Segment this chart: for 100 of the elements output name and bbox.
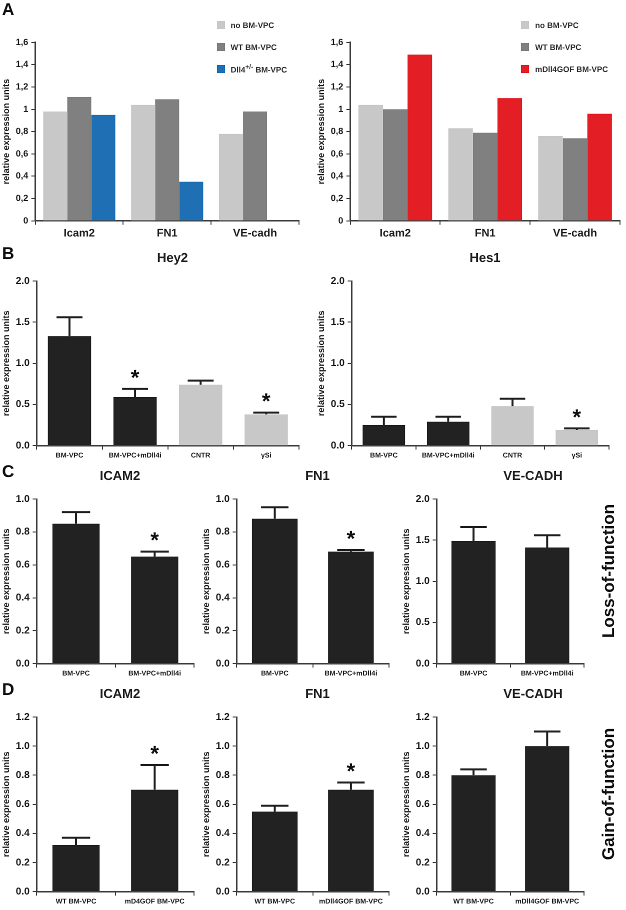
y-tick-label: 0.5 [330,399,346,410]
y-tick-label: 0.0 [16,886,30,898]
y-tick-label: 0.6 [216,560,230,571]
y-tick-label: 1.0 [16,494,30,505]
legend-label: WT BM-VPC [535,42,582,52]
bar [556,430,598,446]
y-tick-label: 1.0 [16,740,30,752]
y-tick-label: 1,6 [330,36,344,47]
text: Loss-of-function [599,504,619,638]
y-tick-label: 1.5 [16,316,30,328]
y-tick-label: 0.2 [16,857,30,868]
y-tick-label: 1.0 [216,740,230,752]
bar [179,384,222,446]
bar [179,182,204,220]
y-tick-label: 0.5 [16,399,30,410]
y-tick-label: 2.0 [16,276,30,287]
y-tick-label: 0.4 [16,828,30,840]
y-axis-title: relative expression units [0,310,11,416]
y-tick-label: 0.8 [216,526,230,538]
text: A [2,0,14,20]
bar [408,54,432,220]
y-axis-title: relative expression units [400,528,411,634]
y-tick-label: 0.8 [216,770,230,781]
bar [244,414,288,446]
y-tick-label: 1.0 [416,576,430,588]
legend-label: WT BM-VPC [230,42,277,52]
y-tick-label: 0.8 [16,526,30,538]
y-tick-label: 1.5 [416,534,430,546]
annotation: * [346,526,356,552]
y-axis-title: relative expression units [400,752,411,858]
bar [219,134,244,220]
y-tick-label: 1.5 [330,316,346,328]
y-tick-label: 0.6 [16,799,30,810]
text: B [2,244,14,264]
y-tick-label: 0 [23,215,28,226]
y-tick-label: 0,6 [16,148,28,158]
y-tick-label: 0.8 [16,770,30,781]
y-tick-label: 0.4 [216,592,230,604]
y-tick-label: 0,8 [330,126,344,136]
y-tick-label: 1,4 [330,59,344,70]
y-tick-label: 2.0 [330,276,346,287]
y-tick-label: 0.6 [16,560,30,571]
bar [587,114,612,220]
y-axis-title: relative expression units [316,78,326,184]
y-tick-label: 1.2 [216,712,230,723]
y-tick-label: 2.0 [416,494,430,505]
bar [358,104,383,220]
annotation: * [150,741,160,766]
y-tick-label: 1.2 [416,712,430,723]
y-tick-label: 0.0 [216,886,230,898]
bar [497,98,522,220]
y-tick-label: 0.6 [416,799,430,810]
annotation: * [346,758,356,784]
text: Gain-of-function [599,728,619,860]
y-axis-title: relative expression units [200,752,211,858]
x-tick-label: FN1 [474,227,496,240]
y-tick-label: 0.8 [416,770,430,781]
y-axis-title: relative expression units [0,78,11,184]
bar [562,138,588,220]
bar [538,136,563,220]
y-tick-label: 0.4 [216,828,230,840]
y-tick-label: 0,4 [16,170,28,181]
legend-label: mDll4GOF BM-VPC [535,64,608,74]
x-tick-label: FN1 [156,227,178,240]
y-tick-label: 1,2 [330,81,344,92]
y-tick-label: 0.4 [16,592,30,604]
y-axis-title: relative expression units [200,528,211,634]
y-tick-label: 1,2 [16,81,28,92]
y-tick-label: 1,4 [16,59,28,70]
y-tick-label: 0.2 [16,625,30,636]
legend-label: no BM-VPC [230,20,274,30]
y-tick-label: 0.4 [416,828,430,840]
y-tick-label: 0.2 [216,857,230,868]
chart-title: VE-CADH [502,686,564,701]
bar [91,114,116,220]
y-tick-label: 0,6 [330,148,344,158]
annotation: * [150,528,160,553]
x-tick-label: Icam2 [380,227,411,240]
bar [155,99,180,220]
chart-title: VE-CADH [502,468,564,483]
x-tick-label: VE-cadh [233,227,278,240]
chart-title: FN1 [304,468,331,483]
chart-title: FN1 [304,686,331,701]
bar [131,104,156,220]
legend-label: Dll4$^{+/-}$ BM-VPC [230,64,287,74]
bar [448,128,473,220]
annotation: * [130,364,140,390]
y-tick-label: 0.5 [416,617,430,628]
y-tick-label: 0,2 [16,192,28,203]
text: C [2,462,14,482]
x-tick-label: Icam2 [64,227,95,240]
y-tick-label: 0.0 [416,658,430,670]
chart-title: ICAM2 [98,686,142,701]
chart-title: Hes1 [468,250,502,265]
bar [43,112,68,220]
bar [491,406,534,446]
y-tick-label: 0.6 [216,799,230,810]
y-tick-label: 1.0 [330,358,346,370]
y-tick-label: 1,6 [16,36,28,47]
y-tick-label: 1.0 [16,358,30,370]
